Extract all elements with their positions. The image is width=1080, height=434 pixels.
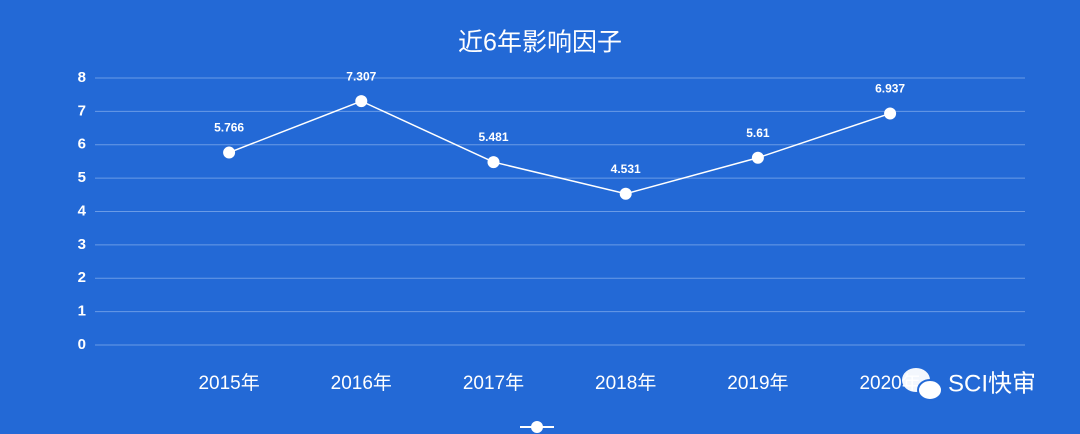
data-point: [884, 107, 897, 120]
data-point: [487, 156, 500, 169]
data-point: [619, 187, 632, 200]
data-point: [355, 95, 368, 108]
y-tick-label: 6: [78, 136, 86, 153]
data-label: 5.61: [746, 126, 770, 140]
data-label: 4.531: [611, 162, 641, 176]
x-tick-label: 2019年: [727, 372, 788, 394]
series-line: [228, 100, 891, 195]
x-tick-label: 2017年: [463, 372, 524, 394]
data-point: [223, 146, 236, 159]
watermark-icon: [902, 368, 943, 401]
watermark: SCI快审: [948, 370, 1036, 397]
legend: [520, 421, 554, 433]
x-tick-label: 2015年: [198, 372, 259, 394]
x-tick-label: 2018年: [595, 372, 656, 394]
data-label: 5.481: [478, 130, 508, 144]
x-tick-label: 2016年: [331, 372, 392, 394]
data-point: [751, 151, 764, 164]
y-tick-label: 4: [78, 202, 87, 219]
y-tick-label: 1: [78, 303, 86, 320]
chart-title: 近6年影响因子: [458, 29, 622, 57]
y-tick-label: 3: [78, 236, 86, 253]
y-tick-label: 8: [78, 69, 86, 86]
legend-marker: [531, 421, 543, 433]
y-tick-label: 7: [78, 102, 86, 119]
data-label: 7.307: [346, 69, 376, 83]
y-tick-label: 0: [78, 336, 86, 353]
y-tick-label: 2: [78, 269, 86, 286]
y-tick-label: 5: [78, 169, 86, 186]
data-label: 5.766: [214, 121, 244, 135]
data-label: 6.937: [875, 82, 905, 96]
